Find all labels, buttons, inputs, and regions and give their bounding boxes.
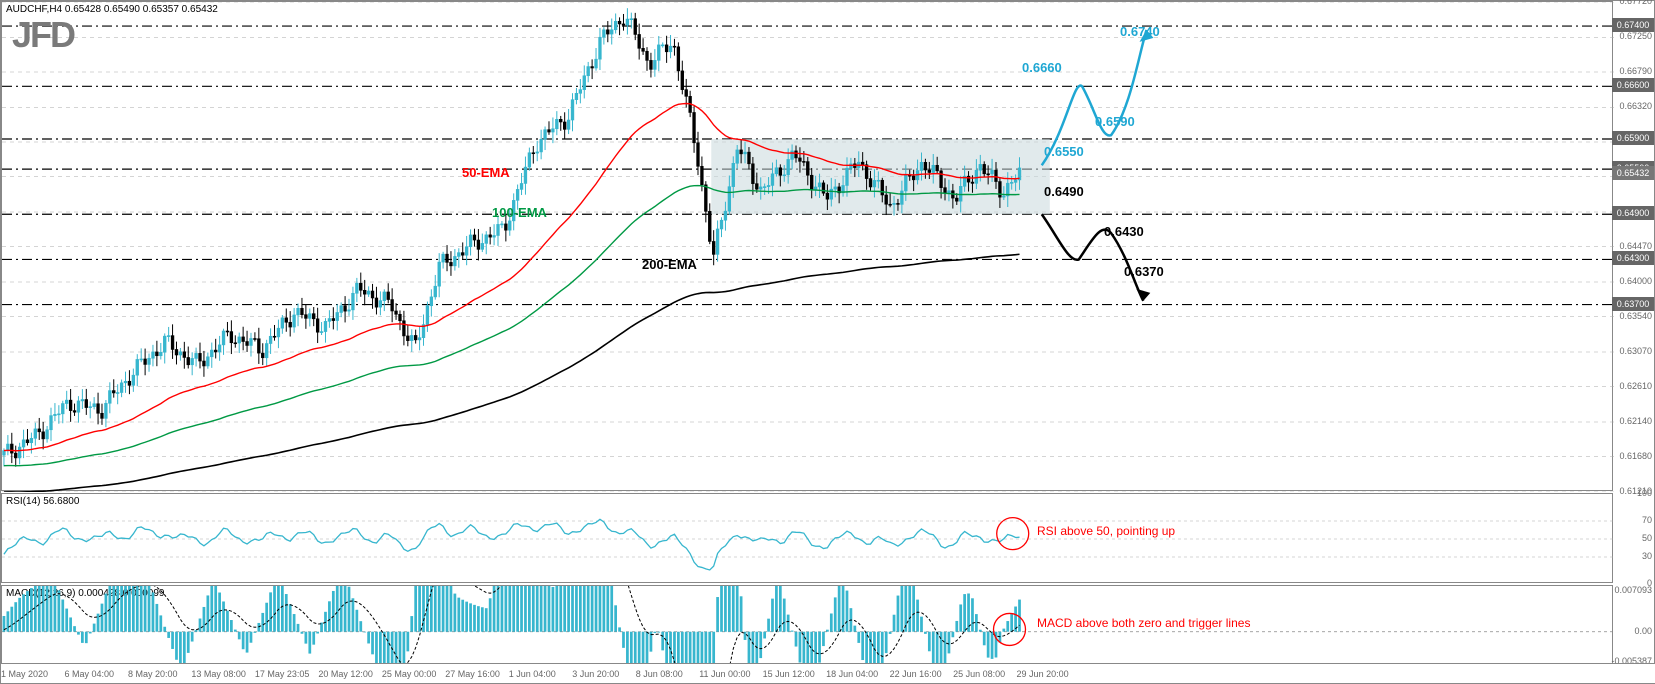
x-tick-label: 22 Jun 16:00 <box>890 669 942 679</box>
x-tick-label: 29 Jun 20:00 <box>1017 669 1069 679</box>
y-tick-label: 0.64470 <box>1619 241 1652 251</box>
broker-logo: JFD <box>12 14 74 56</box>
x-tick-label: 3 Jun 20:00 <box>572 669 619 679</box>
macd-y-tick: 0.00 <box>1634 626 1652 636</box>
up-target-4: 0.6550 <box>1044 144 1084 159</box>
x-tick-label: 1 Jun 04:00 <box>509 669 556 679</box>
rsi-y-tick: 70 <box>1642 515 1652 525</box>
down-target-1: 0.6490 <box>1044 184 1084 199</box>
y-tick-label: 0.63070 <box>1619 346 1652 356</box>
x-tick-label: 6 May 04:00 <box>64 669 114 679</box>
main-price-chart[interactable]: AUDCHF,H4 0.65428 0.65490 0.65357 0.6543… <box>1 1 1613 491</box>
ema200-label: 200-EMA <box>642 257 697 272</box>
ohlc-label: 0.65428 0.65490 0.65357 0.65432 <box>65 4 218 15</box>
y-level-box: 0.64300 <box>1612 251 1654 265</box>
x-tick-label: 27 May 16:00 <box>445 669 500 679</box>
y-axis: 0.612100.616800.621400.626100.630700.635… <box>1611 1 1654 665</box>
down-target-3: 0.6370 <box>1124 264 1164 279</box>
x-tick-label: 25 Jun 08:00 <box>953 669 1005 679</box>
y-level-box: 0.63700 <box>1612 297 1654 311</box>
chart-container[interactable]: AUDCHF,H4 0.65428 0.65490 0.65357 0.6543… <box>0 0 1655 684</box>
y-level-box: 0.67400 <box>1612 18 1654 32</box>
y-tick-label: 0.62610 <box>1619 381 1652 391</box>
macd-y-tick: 0.007093 <box>1614 585 1652 595</box>
rsi-note: RSI above 50, pointing up <box>1037 524 1175 538</box>
ema100-label: 100-EMA <box>492 205 547 220</box>
x-tick-label: 25 May 00:00 <box>382 669 437 679</box>
rsi-y-tick: 50 <box>1642 533 1652 543</box>
up-target-1: 0.6740 <box>1120 24 1160 39</box>
rsi-svg <box>2 494 1614 584</box>
y-tick-label: 0.66790 <box>1619 66 1652 76</box>
macd-svg <box>2 586 1614 666</box>
x-axis: 1 May 2020 6 May 04:00 8 May 20:00 13 May 0… <box>1 663 1655 683</box>
y-level-box: 0.64900 <box>1612 206 1654 220</box>
x-tick-label: 8 May 20:00 <box>128 669 178 679</box>
down-target-2: 0.6430 <box>1104 224 1144 239</box>
x-tick-label: 13 May 08:00 <box>191 669 246 679</box>
y-tick-label: 0.64000 <box>1619 276 1652 286</box>
x-tick-label: 20 May 12:00 <box>318 669 373 679</box>
x-tick-label: 15 Jun 12:00 <box>763 669 815 679</box>
rsi-panel[interactable]: RSI(14) 56.6800 RSI above 50, pointing u… <box>1 493 1613 583</box>
rsi-y-tick: 30 <box>1642 551 1652 561</box>
up-target-2: 0.6660 <box>1022 60 1062 75</box>
y-level-box: 0.65900 <box>1612 131 1654 145</box>
x-tick-label: 11 Jun 00:00 <box>699 669 750 679</box>
current-price-box: 0.65432 <box>1612 166 1654 180</box>
y-tick-label: 0.67250 <box>1619 31 1652 41</box>
ema50-label: 50-EMA <box>462 165 510 180</box>
x-tick-label: 1 May 2020 <box>1 669 48 679</box>
macd-panel[interactable]: MACD(12,26,9) 0.000428 0.000099 MACD abo… <box>1 585 1613 665</box>
main-chart-svg <box>2 2 1614 492</box>
y-tick-label: 0.66320 <box>1619 101 1652 111</box>
y-tick-label: 0.63540 <box>1619 311 1652 321</box>
rsi-y-tick: 100 <box>1637 488 1652 498</box>
y-tick-label: 0.61680 <box>1619 451 1652 461</box>
up-target-3: 0.6590 <box>1095 114 1135 129</box>
x-tick-label: 8 Jun 08:00 <box>636 669 683 679</box>
y-level-box: 0.66600 <box>1612 78 1654 92</box>
macd-note: MACD above both zero and trigger lines <box>1037 616 1250 630</box>
x-tick-label: 17 May 23:05 <box>255 669 310 679</box>
y-tick-label: 0.67720 <box>1619 0 1652 6</box>
y-tick-label: 0.62140 <box>1619 416 1652 426</box>
x-tick-label: 18 Jun 04:00 <box>826 669 878 679</box>
